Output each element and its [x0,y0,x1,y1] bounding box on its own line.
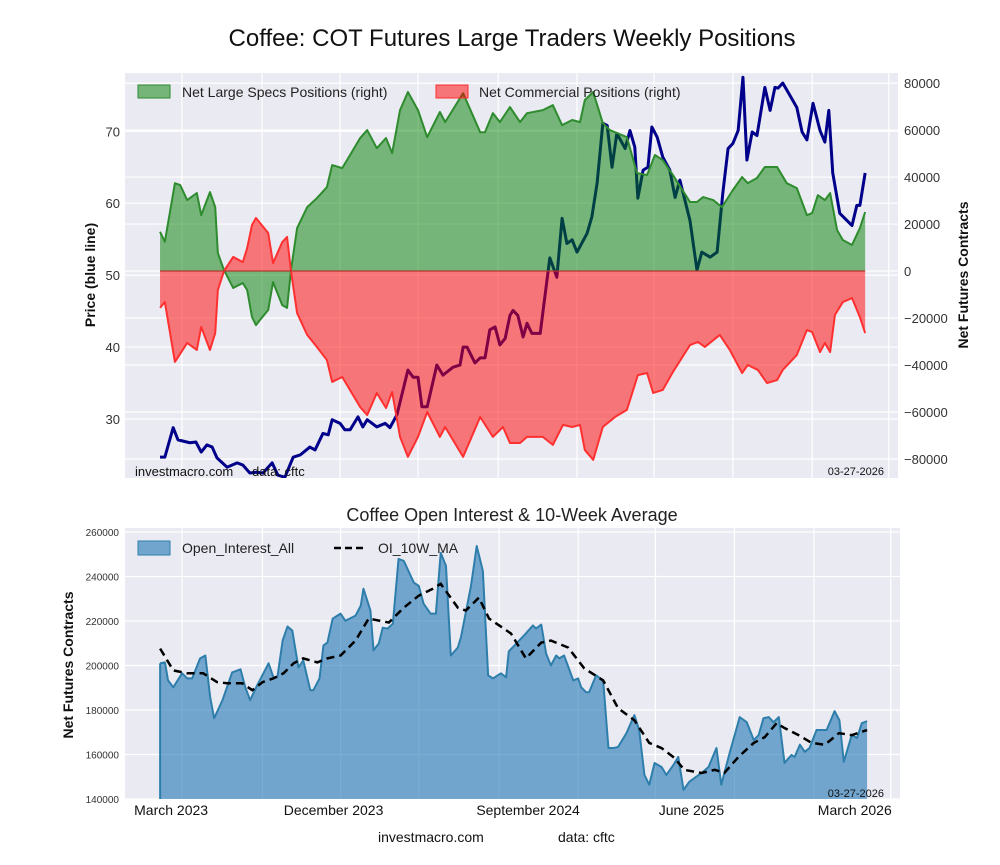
legend-swatch-commercial [436,85,468,98]
bottom-y-ticks: 140000 160000 180000 200000 220000 240000 2600… [86,528,120,806]
right-y-tick-label: −40000 [904,358,948,373]
left-y-ticks: 30 40 50 60 70 [106,124,120,427]
footer-site: investmacro.com [378,829,484,845]
y-tick-label: 200000 [86,662,120,673]
right-y-tick-label: 0 [904,264,911,279]
y-tick-label: 260000 [86,528,120,539]
y-tick-label: 220000 [86,617,120,628]
right-y-ticks: −80000 −60000 −40000 −20000 0 20000 40000 60000… [904,76,948,467]
legend-label-specs: Net Large Specs Positions (right) [182,84,387,100]
right-y-tick-label: 20000 [904,217,940,232]
y-tick-label: 160000 [86,751,120,762]
x-tick-label: June 2025 [659,802,725,818]
legend-label-ma: OI_10W_MA [378,540,459,556]
legend-swatch-open-interest [138,541,170,555]
y-tick-label: 240000 [86,573,120,584]
x-tick-label: September 2024 [476,802,580,818]
watermark-source: data: cftc [252,464,305,479]
legend-label-commercial: Net Commercial Positions (right) [479,84,681,100]
left-y-tick-label: 60 [106,196,120,211]
left-y-tick-label: 40 [106,340,120,355]
left-y-axis-label: Price (blue line) [82,223,98,327]
watermark-site: investmacro.com [135,464,233,479]
y-tick-label: 180000 [86,706,120,717]
x-tick-label: March 2023 [134,802,208,818]
right-y-tick-label: −80000 [904,452,948,467]
bottom-date-stamp: 03-27-2026 [828,788,884,800]
right-y-tick-label: −60000 [904,405,948,420]
oi-chart-title: Coffee Open Interest & 10-Week Average [346,505,677,525]
right-y-tick-label: −20000 [904,311,948,326]
chart-title: Coffee: COT Futures Large Traders Weekly… [229,25,796,52]
left-y-tick-label: 30 [106,412,120,427]
left-y-tick-label: 50 [106,268,120,283]
right-y-tick-label: 40000 [904,170,940,185]
x-tick-label: March 2026 [818,802,892,818]
legend-swatch-specs [138,85,170,98]
bottom-y-axis-label: Net Futures Contracts [60,591,76,738]
bottom-x-ticks: March 2023 December 2023 September 2024 Jun… [134,802,892,818]
footer-source: data: cftc [558,829,615,845]
x-tick-label: December 2023 [284,802,384,818]
right-y-tick-label: 80000 [904,76,940,91]
right-y-axis-label: Net Futures Contracts [955,201,971,348]
top-date-stamp: 03-27-2026 [828,466,884,478]
legend-label-open-interest: Open_Interest_All [182,540,294,556]
left-y-tick-label: 70 [106,124,120,139]
y-tick-label: 140000 [86,795,120,806]
right-y-tick-label: 60000 [904,123,940,138]
